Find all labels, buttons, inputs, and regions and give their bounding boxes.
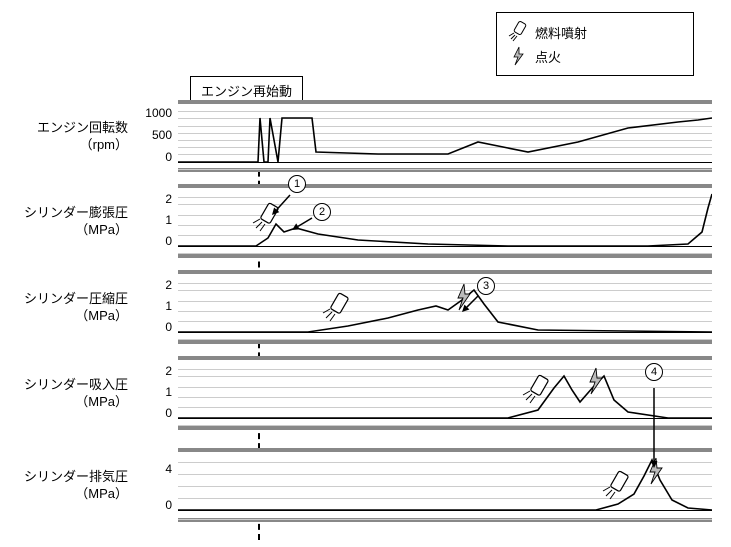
marker-circle: 3: [477, 277, 495, 295]
y-tick: 0: [132, 498, 172, 512]
trace: [178, 104, 712, 176]
legend-item-fuel: 燃料噴射: [507, 21, 683, 43]
plot-area: [178, 184, 712, 258]
plot-area: [178, 270, 712, 344]
y-tick: 1: [132, 299, 172, 313]
y-tick: 4: [132, 462, 172, 476]
y-tick: 0: [132, 406, 172, 420]
legend-item-ignition: 点火: [507, 45, 683, 67]
trace: [178, 274, 712, 348]
y-tick: 1000: [132, 106, 172, 120]
spray-icon: [603, 471, 629, 499]
plot-area: [178, 448, 712, 522]
trace: [178, 452, 712, 526]
spray-icon: [523, 375, 549, 403]
panel-label: シリンダー圧縮圧（MPa）: [6, 291, 128, 325]
spray-icon: [323, 293, 349, 321]
y-tick: 0: [132, 234, 172, 248]
restart-label: エンジン再始動: [201, 84, 292, 99]
panel-label: シリンダー膨張圧（MPa）: [6, 205, 128, 239]
y-tick: 2: [132, 364, 172, 378]
y-tick: 2: [132, 192, 172, 206]
bolt-icon: [507, 45, 529, 67]
legend-box: 燃料噴射 点火: [496, 12, 694, 76]
y-tick: 1: [132, 385, 172, 399]
marker-circle: 4: [645, 363, 663, 381]
figure-root: { "legend": { "x": 496, "y": 12, "width"…: [0, 0, 731, 547]
legend-label-ignition: 点火: [535, 47, 561, 66]
spray-icon: [507, 21, 529, 43]
panel-label: シリンダー吸入圧（MPa）: [6, 377, 128, 411]
trace: [178, 360, 712, 434]
marker-circle: 1: [288, 175, 306, 193]
y-tick: 0: [132, 320, 172, 334]
plot-area: [178, 356, 712, 430]
plot-area: [178, 100, 712, 172]
legend-label-fuel: 燃料噴射: [535, 23, 587, 42]
bolt-icon: [590, 368, 602, 394]
y-tick: 0: [132, 150, 172, 164]
y-tick: 2: [132, 278, 172, 292]
y-tick: 500: [132, 128, 172, 142]
panel-label: エンジン回転数（rpm）: [6, 120, 128, 154]
bolt-icon: [458, 284, 470, 310]
trace: [178, 188, 712, 262]
y-tick: 1: [132, 213, 172, 227]
panel-label: シリンダー排気圧（MPa）: [6, 469, 128, 503]
marker-circle: 2: [313, 203, 331, 221]
